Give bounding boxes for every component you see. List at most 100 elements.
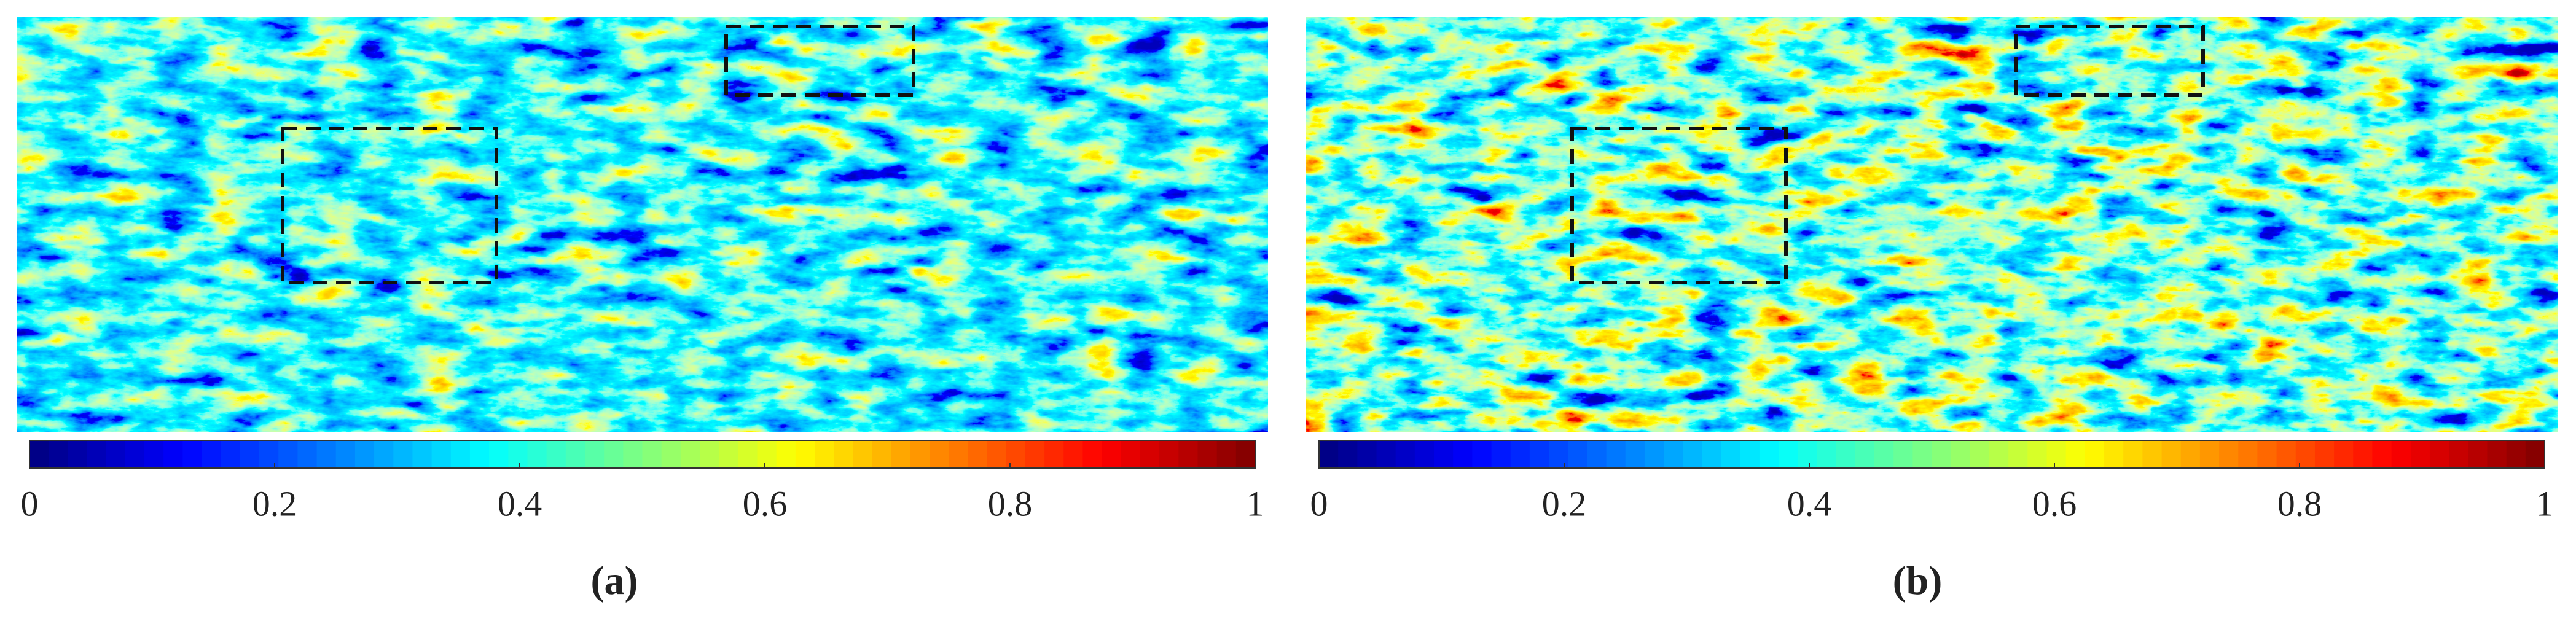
colorbar-step <box>776 440 796 468</box>
colorbar-step <box>297 440 318 468</box>
colorbar-step <box>240 440 260 468</box>
colorbar-step <box>1357 440 1377 468</box>
colorbar-step <box>374 440 394 468</box>
colorbar-step <box>144 440 164 468</box>
colorbar-step <box>623 440 643 468</box>
colorbar-step <box>2410 440 2430 468</box>
colorbar-step <box>1855 440 1875 468</box>
colorbar-step <box>1102 440 1122 468</box>
colorbar-step <box>87 440 107 468</box>
colorbar-step <box>2046 440 2067 468</box>
colorbar-step <box>489 440 509 468</box>
colorbar-step <box>1434 440 1454 468</box>
colorbar-step <box>1836 440 1856 468</box>
tick-label: 0.2 <box>253 483 297 523</box>
tick-label: 0.6 <box>2032 483 2077 523</box>
colorbar-step <box>469 440 490 468</box>
colorbar-step <box>1414 440 1435 468</box>
colorbar-step <box>412 440 433 468</box>
colorbar-step <box>2353 440 2373 468</box>
colorbar-step <box>1140 440 1160 468</box>
colorbar-step <box>1529 440 1549 468</box>
colorbar-step <box>163 440 183 468</box>
colorbar-step <box>1989 440 2009 468</box>
colorbar-step <box>1740 440 1760 468</box>
colorbar-step <box>1644 440 1664 468</box>
colorbar-step <box>221 440 241 468</box>
colorbar-step <box>1912 440 1933 468</box>
colorbar-step <box>2295 440 2316 468</box>
tick-label: 0.8 <box>2277 483 2322 523</box>
colorbar-step <box>354 440 375 468</box>
colorbar-step <box>719 440 738 468</box>
colorbar-step <box>1817 440 1837 468</box>
colorbar-step <box>2334 440 2354 468</box>
colorbar-step <box>29 440 49 468</box>
colorbar-step <box>584 440 605 468</box>
colorbar-frame <box>29 440 1256 469</box>
colorbar-step <box>565 440 585 468</box>
colorbar-step <box>795 440 815 468</box>
colorbar-step <box>2161 440 2182 468</box>
colorbar-step <box>1874 440 1894 468</box>
tick-label: 1 <box>2536 483 2554 523</box>
colorbar-step <box>49 440 68 468</box>
colorbar-step <box>1721 440 1741 468</box>
colorbar-step <box>1587 440 1607 468</box>
colorbar-step <box>2199 440 2220 468</box>
colorbar-step <box>2372 440 2392 468</box>
panel-caption: (a) <box>591 558 638 603</box>
tick-label: 1 <box>1247 483 1264 523</box>
colorbar-step <box>2238 440 2258 468</box>
colorbar-step <box>1970 440 1990 468</box>
roi-box <box>1570 127 1788 284</box>
colorbar-step <box>1568 440 1588 468</box>
tick-label: 0.4 <box>498 483 542 523</box>
colorbar-step <box>2123 440 2143 468</box>
colorbar-step <box>1510 440 1530 468</box>
colorbar-step <box>1063 440 1084 468</box>
tick-label: 0 <box>1310 483 1328 523</box>
colorbar-step <box>527 440 547 468</box>
colorbar-step <box>700 440 719 468</box>
colorbar-step <box>2257 440 2277 468</box>
colorbar-step <box>1549 440 1568 468</box>
colorbar-step <box>642 440 662 468</box>
colorbar-step <box>1006 440 1026 468</box>
colorbar-step <box>930 440 949 468</box>
colorbar-step <box>1082 440 1103 468</box>
colorbar-step <box>182 440 203 468</box>
colorbar-step <box>2008 440 2028 468</box>
colorbar-step <box>1178 440 1199 468</box>
colorbar-step <box>1625 440 1645 468</box>
colorbar-step <box>431 440 452 468</box>
colorbar-step <box>450 440 471 468</box>
colorbar-step <box>834 440 853 468</box>
colorbar-step <box>2276 440 2296 468</box>
colorbar-step <box>2468 440 2488 468</box>
colorbar-step <box>853 440 873 468</box>
map-image-b <box>1306 17 2558 432</box>
colorbar-step <box>68 440 88 468</box>
colorbar-step <box>604 440 624 468</box>
colorbar-step <box>1606 440 1626 468</box>
colorbar-step <box>1216 440 1237 468</box>
colorbar-step <box>1453 440 1473 468</box>
colorbar-step <box>968 440 988 468</box>
colorbar-step <box>680 440 700 468</box>
colorbar-step <box>2065 440 2086 468</box>
colorbar-step <box>259 440 279 468</box>
colorbar-step <box>1779 440 1798 468</box>
tick-label: 0 <box>21 483 39 523</box>
colorbar-step <box>2219 440 2239 468</box>
colorbar-step <box>1159 440 1179 468</box>
colorbar-step <box>1951 440 1971 468</box>
colorbar-step <box>2027 440 2048 468</box>
colorbar-step <box>987 440 1007 468</box>
colorbar-step <box>546 440 566 468</box>
colorbar-step <box>1235 440 1256 468</box>
colorbar-step <box>106 440 126 468</box>
colorbar-step <box>1338 440 1358 468</box>
colorbar-step <box>335 440 356 468</box>
